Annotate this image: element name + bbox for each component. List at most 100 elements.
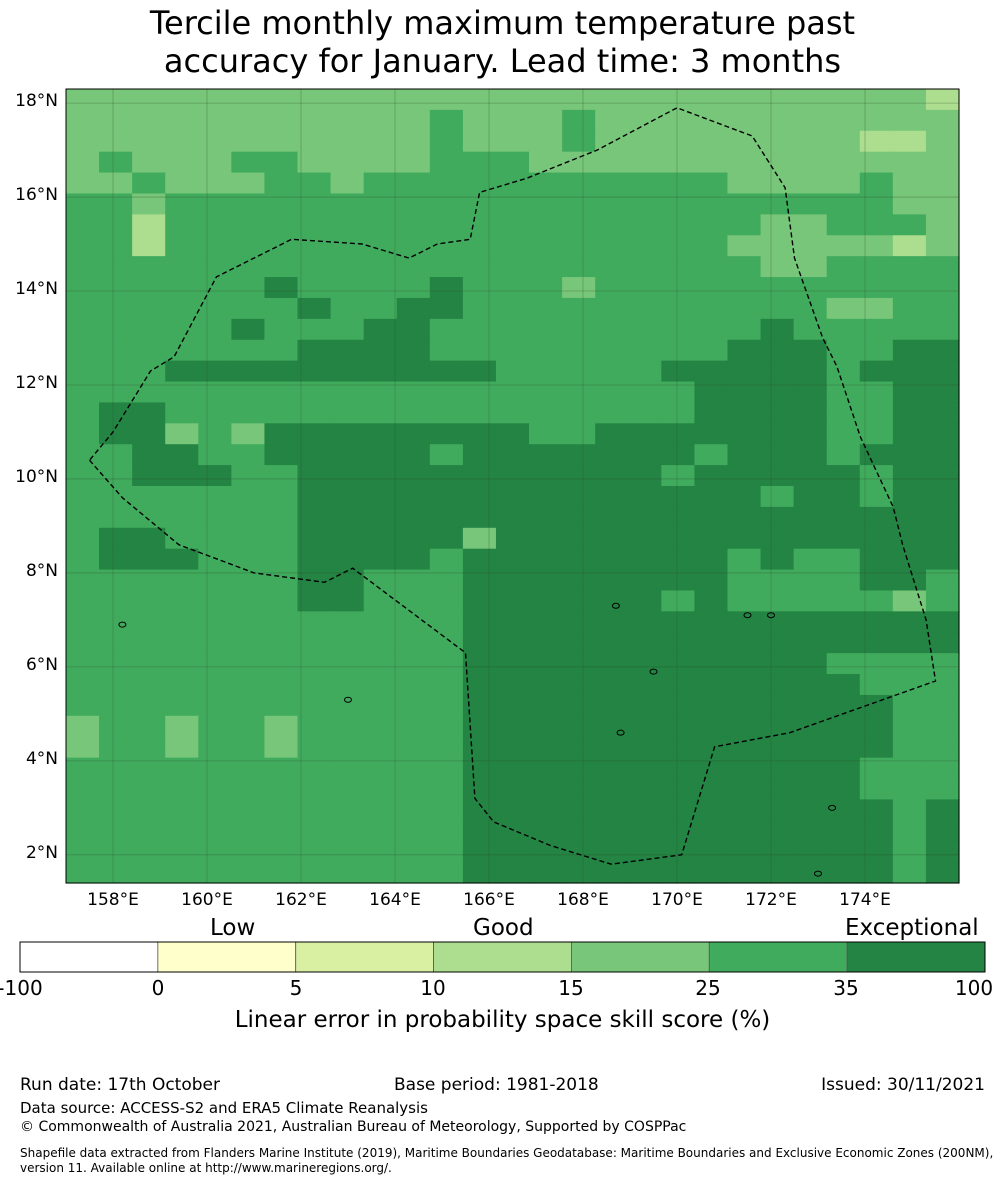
grid-cell (99, 694, 133, 717)
grid-cell (760, 423, 795, 445)
grid-cell (661, 423, 695, 445)
grid-cell (859, 423, 894, 445)
lat-label: 18°N (15, 91, 58, 111)
grid-cell (66, 214, 100, 236)
grid-cell (628, 694, 662, 717)
grid-cell (826, 548, 861, 571)
grid-cell (562, 548, 596, 571)
grid-cell (595, 339, 629, 362)
grid-cell (198, 569, 232, 592)
grid-cell (165, 318, 199, 341)
grid-cell (727, 214, 762, 236)
grid-cell (727, 89, 762, 111)
grid-cell (859, 506, 894, 529)
grid-cell (396, 193, 431, 215)
grid-cell (925, 130, 960, 153)
grid-cell (66, 757, 100, 780)
grid-cell (529, 590, 563, 612)
grid-cell (264, 465, 299, 487)
grid-cell (330, 674, 365, 696)
grid-cell (231, 151, 266, 174)
grid-cell (66, 548, 100, 571)
grid-cell (892, 548, 927, 571)
grid-cell (198, 214, 232, 236)
grid-cell (231, 820, 266, 842)
grid-cell (661, 841, 695, 863)
grid-cell (529, 653, 563, 675)
grid-cell (330, 548, 365, 571)
grid-cell (826, 506, 861, 529)
grid-cell (793, 256, 828, 278)
grid-cell (694, 674, 729, 696)
grid-cell (462, 465, 497, 487)
grid-cell (231, 193, 266, 215)
grid-cell (793, 841, 828, 863)
grid-cell (892, 736, 927, 759)
grid-cell (892, 527, 927, 550)
grid-cell (330, 109, 365, 132)
grid-cell (429, 151, 464, 174)
grid-cell (727, 444, 762, 466)
grid-cell (198, 109, 232, 132)
grid-cell (859, 89, 894, 111)
grid-cell (628, 172, 662, 195)
grid-cell (66, 318, 100, 341)
grid-cell (396, 674, 431, 696)
grid-cell (330, 172, 365, 195)
grid-cell (727, 381, 762, 404)
grid-cell (165, 841, 199, 863)
grid-cell (165, 611, 199, 633)
grid-cell (231, 506, 266, 529)
grid-cell (297, 402, 332, 424)
grid-cell (99, 235, 133, 257)
grid-cell (396, 715, 431, 738)
grid-cell (562, 402, 596, 424)
grid-cell (727, 465, 762, 487)
grid-cell (330, 423, 365, 445)
grid-cell (694, 841, 729, 863)
grid-cell (892, 402, 927, 424)
grid-cell (595, 486, 629, 508)
grid-cell (529, 841, 563, 863)
grid-cell (495, 569, 530, 592)
grid-cell (925, 109, 960, 132)
grid-cell (892, 214, 927, 236)
grid-cell (264, 736, 299, 759)
grid-cell (429, 444, 464, 466)
grid-cell (429, 130, 464, 153)
grid-cell (198, 820, 232, 842)
grid-cell (264, 506, 299, 529)
grid-cell (925, 339, 960, 362)
grid-cell (859, 277, 894, 299)
grid-cell (595, 423, 629, 445)
grid-cell (264, 548, 299, 571)
grid-cell (694, 297, 729, 320)
grid-cell (495, 862, 530, 884)
grid-cell (793, 486, 828, 508)
grid-cell (198, 715, 232, 738)
grid-cell (66, 89, 100, 111)
grid-cell (429, 235, 464, 257)
grid-cell (264, 611, 299, 633)
grid-cell (925, 318, 960, 341)
grid-cell (99, 444, 133, 466)
grid-cell (99, 297, 133, 320)
grid-cell (793, 799, 828, 821)
grid-cell (826, 277, 861, 299)
grid-cell (892, 318, 927, 341)
grid-cell (462, 590, 497, 612)
grid-cell (892, 130, 927, 153)
grid-cell (760, 402, 795, 424)
grid-cell (562, 130, 596, 153)
grid-cell (297, 277, 332, 299)
grid-cell (892, 381, 927, 404)
grid-cell (297, 109, 332, 132)
grid-cell (99, 381, 133, 404)
grid-cell (363, 444, 398, 466)
lon-label: 166°E (463, 890, 515, 910)
grid-cell (198, 318, 232, 341)
grid-cell (628, 193, 662, 215)
grid-cell (562, 318, 596, 341)
grid-cell (595, 360, 629, 383)
grid-cell (727, 256, 762, 278)
